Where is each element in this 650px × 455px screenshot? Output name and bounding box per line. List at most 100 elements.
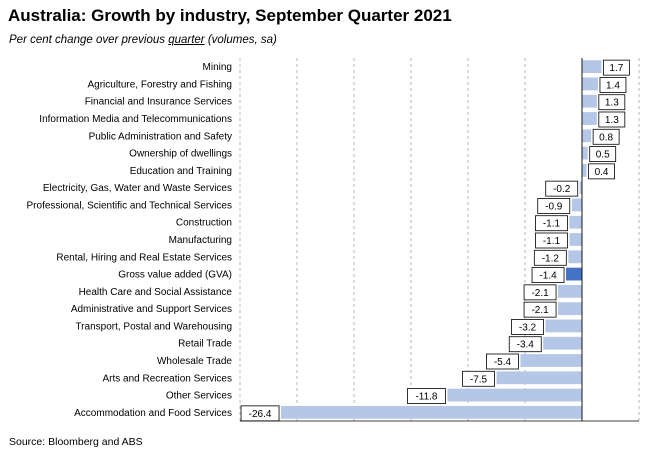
category-label: Arts and Recreation Services (102, 373, 232, 384)
data-label-agriculture-forestry-and-fishing: 1.4 (599, 77, 627, 93)
category-label: Manufacturing (169, 235, 232, 246)
data-label-box (589, 146, 617, 162)
data-label-accommodation-and-food-services: -26.4 (240, 405, 280, 422)
bars (281, 60, 602, 419)
bar-arts-and-recreation-services (496, 371, 582, 385)
category-label: Public Administration and Safety (89, 131, 232, 142)
data-label-box (462, 370, 495, 387)
data-label: -1.1 (543, 219, 561, 230)
data-label-information-media-and-telecommunications: 1.3 (598, 111, 626, 128)
data-label-gross-value-added-gva: -1.4 (531, 267, 565, 283)
data-label-box (531, 267, 565, 283)
data-label-financial-and-insurance-services: 1.3 (598, 94, 626, 111)
category-label: Gross value added (GVA) (118, 270, 232, 281)
data-label: -7.5 (470, 374, 488, 385)
subtitle-suffix: (volumes, sa) (204, 34, 277, 46)
data-label: 0.5 (596, 150, 610, 161)
data-label: 1.7 (609, 63, 623, 74)
data-label: -0.2 (553, 184, 571, 195)
data-label-ownership-of-dwellings: 0.5 (589, 146, 617, 162)
chart-subtitle: Per cent change over previous quarter (v… (9, 34, 277, 46)
bar-education-and-training (582, 163, 587, 177)
category-label: Administrative and Support Services (71, 304, 232, 315)
bar-accommodation-and-food-services (281, 405, 582, 419)
data-label-education-and-training: 0.4 (588, 163, 615, 180)
data-label: -1.1 (543, 236, 561, 247)
category-label: Financial and Insurance Services (85, 97, 232, 108)
data-label-box (598, 111, 626, 128)
bar-administrative-and-support-services (558, 302, 582, 316)
bar-professional-scientific-and-technical-services (571, 198, 582, 212)
bar-other-services (447, 388, 582, 402)
bar-gross-value-added-gva (566, 267, 582, 281)
data-label-box (598, 94, 626, 111)
data-label: -5.4 (494, 357, 512, 368)
data-label-arts-and-recreation-services: -7.5 (462, 370, 495, 387)
data-label: -1.2 (542, 253, 560, 264)
data-label: 1.3 (605, 98, 619, 109)
data-label-box (592, 128, 620, 145)
bar-agriculture-forestry-and-fishing (582, 77, 598, 91)
bar-information-media-and-telecommunications (582, 112, 597, 125)
data-label: -26.4 (249, 409, 272, 420)
bar-health-care-and-social-assistance (558, 284, 582, 298)
category-label: Mining (203, 62, 232, 73)
data-label-electricity-gas-water-and-waste-services: -0.2 (545, 180, 579, 197)
bar-manufacturing (569, 233, 582, 246)
bar-chart: Mining Agriculture, Forestry and Fishing F… (27, 58, 640, 422)
category-label: Wholesale Trade (157, 356, 232, 367)
bar-wholesale-trade (520, 354, 582, 367)
data-label: -2.1 (531, 288, 549, 299)
category-label: Agriculture, Forestry and Fishing (87, 79, 232, 90)
data-label-retail-trade: -3.4 (508, 336, 542, 353)
category-label: Retail Trade (178, 339, 232, 350)
data-label-box (535, 215, 568, 232)
category-label: Ownership of dwellings (129, 149, 232, 160)
data-label-wholesale-trade: -5.4 (486, 353, 519, 370)
data-label-rental-hiring-and-real-estate-services: -1.2 (533, 249, 567, 266)
category-labels: Mining Agriculture, Forestry and Fishing F… (27, 62, 233, 419)
data-label-box (602, 59, 630, 76)
subtitle-text: Per cent change over previous (9, 34, 169, 46)
bar-ownership-of-dwellings (582, 146, 588, 160)
data-label: 0.4 (595, 167, 609, 178)
axes (240, 58, 639, 422)
category-label: Construction (176, 218, 232, 229)
data-label-manufacturing: -1.1 (535, 232, 568, 249)
data-label-box (523, 301, 557, 318)
data-label-box (535, 232, 568, 249)
data-label-transport-postal-and-warehousing: -3.2 (511, 319, 544, 335)
data-label: -11.8 (415, 392, 437, 403)
data-label: 1.4 (606, 80, 620, 91)
data-label-box (240, 405, 280, 422)
category-label: Health Care and Social Assistance (79, 287, 233, 298)
chart-title: Australia: Growth by industry, September… (8, 6, 452, 25)
subtitle-underlined: quarter (168, 34, 205, 46)
data-label-box (545, 180, 579, 197)
category-label: Other Services (166, 391, 232, 402)
data-label: -1.4 (539, 271, 557, 282)
data-label-box (407, 388, 446, 404)
data-label-administrative-and-support-services: -2.1 (523, 301, 557, 318)
category-label: Professional, Scientific and Technical S… (27, 200, 232, 211)
data-label: -3.4 (517, 340, 535, 351)
category-label: Electricity, Gas, Water and Waste Servic… (43, 183, 232, 194)
bar-electricity-gas-water-and-waste-services (579, 181, 582, 195)
bar-public-administration-and-safety (582, 129, 592, 143)
data-label-box (588, 163, 615, 180)
data-label-professional-scientific-and-technical-services: -0.9 (537, 198, 571, 214)
data-label-box (523, 284, 557, 301)
data-label-health-care-and-social-assistance: -2.1 (523, 284, 557, 301)
data-label-box (537, 198, 571, 214)
data-label-box (511, 319, 544, 335)
category-label: Information Media and Telecommunications (39, 114, 232, 125)
data-label-construction: -1.1 (535, 215, 568, 232)
data-label-other-services: -11.8 (407, 388, 446, 404)
data-label-public-administration-and-safety: 0.8 (592, 128, 620, 145)
source-note: Source: Bloomberg and ABS (9, 436, 143, 448)
data-label-box (599, 77, 627, 93)
bar-financial-and-insurance-services (582, 94, 597, 108)
category-label: Education and Training (130, 166, 232, 177)
bar-mining (582, 60, 602, 74)
bar-retail-trade (543, 336, 582, 350)
